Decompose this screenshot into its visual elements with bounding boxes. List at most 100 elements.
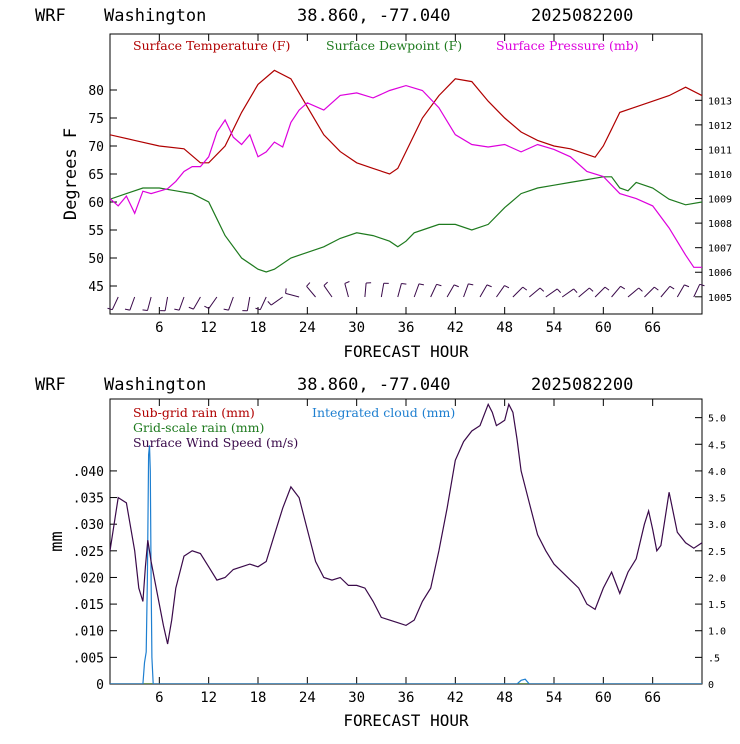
wind-barb-staff <box>365 283 366 297</box>
x-tick-label: 6 <box>155 690 163 706</box>
x-tick-label: 24 <box>299 690 316 706</box>
y-tick-label: 45 <box>88 280 104 295</box>
wind-barb-staff <box>431 284 437 297</box>
y2-tick-label: 5.0 <box>708 414 726 425</box>
x-tick-label: 60 <box>595 320 612 336</box>
wind-barb-flag <box>125 309 130 310</box>
header-model: WRF <box>35 6 66 26</box>
x-axis-label: FORECAST HOUR <box>343 342 469 361</box>
wind-barb <box>546 289 561 297</box>
wind-barb-flag <box>419 284 424 285</box>
wind-barb <box>108 297 119 310</box>
wind-barb <box>694 284 705 297</box>
x-tick-label: 6 <box>155 320 163 336</box>
y-tick-label: 60 <box>88 196 104 211</box>
x-tick-label: 30 <box>348 690 365 706</box>
wind-barb <box>447 285 459 297</box>
legend-entry: Sub-grid rain (mm) <box>133 405 255 420</box>
wind-barb-staff <box>628 288 639 297</box>
wind-barb <box>628 288 642 297</box>
wind-barb-staff <box>260 297 266 310</box>
y-tick-label: .005 <box>73 651 104 666</box>
legend-entry: Surface Wind Speed (m/s) <box>133 435 298 450</box>
x-tick-label: 12 <box>200 690 217 706</box>
x-tick-label: 12 <box>200 320 217 336</box>
wind-barb <box>398 283 407 297</box>
wind-barb-staff <box>179 297 184 310</box>
y2-tick-label: 1010 <box>708 170 732 181</box>
wind-barb-staff <box>562 289 573 297</box>
y2-tick-label: 2.5 <box>708 547 726 558</box>
wind-barb <box>595 287 609 297</box>
y2-tick-label: 3.0 <box>708 520 726 531</box>
wind-barb <box>242 297 249 311</box>
x-tick-label: 54 <box>546 690 563 706</box>
wind-barb-flag <box>589 288 593 291</box>
wind-barb-flag <box>670 286 674 289</box>
header-coords: 38.860, -77.040 <box>297 375 451 395</box>
x-axis-label: FORECAST HOUR <box>343 711 469 730</box>
wind-barb-flag <box>700 284 705 285</box>
wind-barb-staff <box>229 297 234 310</box>
wind-barb-staff <box>193 297 200 309</box>
wind-barb <box>513 287 527 297</box>
x-tick-label: 36 <box>398 320 415 336</box>
y2-tick-label: 2.0 <box>708 573 726 584</box>
wind-barb-flag <box>345 282 350 284</box>
legend-entry: Surface Dewpoint (F) <box>326 38 462 53</box>
wind-barb-staff <box>595 287 605 297</box>
wind-barb-staff <box>694 284 700 297</box>
y-tick-label: 65 <box>88 168 104 183</box>
y-tick-label: 0 <box>96 678 104 693</box>
header-run: 2025082200 <box>531 375 633 395</box>
series-line-surface-pressure-mb <box>110 86 702 268</box>
wind-barb-staff <box>447 285 454 297</box>
y-tick-label: .035 <box>73 492 104 507</box>
wind-barb <box>431 284 442 297</box>
header-coords: 38.860, -77.040 <box>297 6 451 26</box>
y2-tick-label: 1005 <box>708 293 732 304</box>
wind-barb-flag <box>256 308 261 309</box>
legend-entry: Integrated cloud (mm) <box>312 405 455 420</box>
y-tick-label: 55 <box>88 224 104 239</box>
y2-tick-label: 1011 <box>708 145 732 156</box>
wind-barb <box>661 286 674 297</box>
y2-tick-label: 4.5 <box>708 440 726 451</box>
x-tick-label: 54 <box>546 320 563 336</box>
y-tick-label: 75 <box>88 112 104 127</box>
wind-barb <box>644 287 658 297</box>
wind-barb-staff <box>677 285 684 297</box>
wind-barb-staff <box>130 297 135 310</box>
wind-barb-flag <box>437 284 442 285</box>
y2-tick-label: 1008 <box>708 219 732 230</box>
x-tick-label: 18 <box>250 690 267 706</box>
wind-barb-staff <box>513 287 523 297</box>
wind-barb-flag <box>454 285 459 287</box>
legend-entry: Grid-scale rain (mm) <box>133 420 264 435</box>
y2-tick-label: 1.5 <box>708 600 726 611</box>
wind-barb-staff <box>271 297 282 305</box>
y2-tick-label: 1.0 <box>708 627 726 638</box>
wind-barb <box>562 289 577 297</box>
wind-barb-staff <box>661 286 670 297</box>
x-tick-label: 66 <box>644 320 661 336</box>
x-tick-label: 42 <box>447 320 464 336</box>
wind-barb <box>529 288 543 297</box>
y-axis-label: Degrees F <box>61 128 81 220</box>
header-run: 2025082200 <box>531 6 633 26</box>
wind-barb <box>174 297 184 310</box>
wind-barb-flag <box>504 286 508 288</box>
wind-barb-staff <box>464 284 469 297</box>
wind-barb <box>365 283 371 297</box>
wind-barb-flag <box>286 288 287 293</box>
wind-barb <box>286 288 300 297</box>
wind-barb <box>324 282 332 297</box>
y2-tick-label: 1009 <box>708 195 732 206</box>
wind-barb-staff <box>209 297 217 308</box>
wind-barb-flag <box>324 282 328 285</box>
y2-tick-label: 3.5 <box>708 494 726 505</box>
y-tick-label: 50 <box>88 252 104 267</box>
wind-barb-flag <box>487 285 492 287</box>
wind-barb <box>677 285 689 297</box>
wind-barb-flag <box>307 283 310 287</box>
